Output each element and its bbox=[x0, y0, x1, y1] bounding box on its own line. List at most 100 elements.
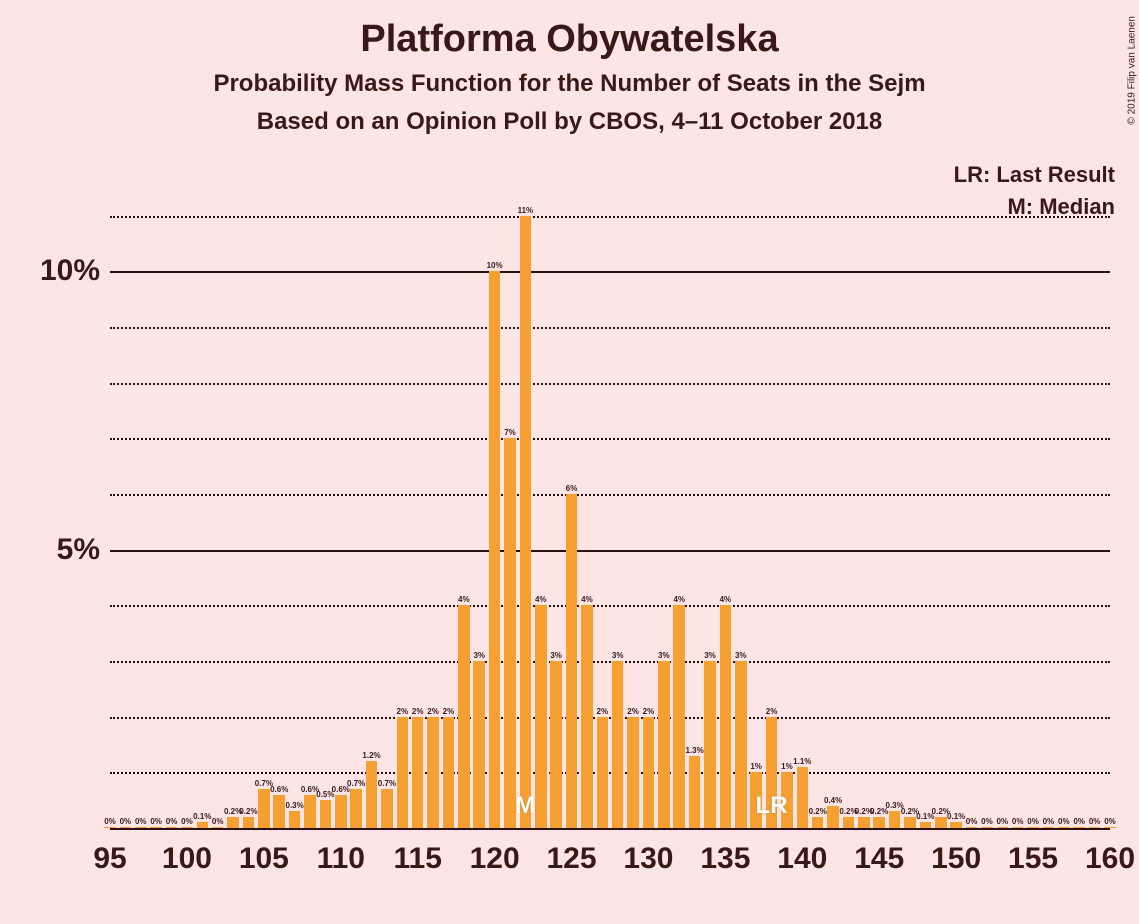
y-tick-label: 10% bbox=[40, 254, 100, 288]
gridline-major bbox=[110, 550, 1110, 552]
bar-value-label: 0.7% bbox=[347, 779, 365, 788]
bar-value-label: 0.2% bbox=[809, 807, 827, 816]
bar: 0% bbox=[997, 827, 1009, 828]
bar: 0% bbox=[135, 827, 147, 828]
bar: 0.2% bbox=[858, 817, 870, 828]
x-tick-label: 130 bbox=[623, 842, 673, 876]
bar-value-label: 0% bbox=[1073, 817, 1085, 826]
bar: 0.2% bbox=[843, 817, 855, 828]
bar-value-label: 0.1% bbox=[193, 812, 211, 821]
x-axis-baseline bbox=[110, 828, 1110, 830]
bar: 4% bbox=[673, 605, 685, 828]
bar-value-label: 4% bbox=[581, 595, 593, 604]
bar-value-label: 0% bbox=[1043, 817, 1055, 826]
gridline-minor bbox=[110, 717, 1110, 719]
bar: 6% bbox=[566, 494, 578, 828]
bar: 0% bbox=[1012, 827, 1024, 828]
bar-value-label: 0.2% bbox=[239, 807, 257, 816]
plot-area: 5%10%0%0%0%0%0%0%0.1%0%0.2%0.2%0.7%0.6%0… bbox=[110, 160, 1110, 828]
bar-value-label: 10% bbox=[487, 261, 503, 270]
bar: 2% bbox=[643, 717, 655, 828]
bar-value-label: 0.3% bbox=[285, 801, 303, 810]
bar-value-label: 3% bbox=[658, 651, 670, 660]
credit-text: © 2019 Filip van Laenen bbox=[1127, 16, 1138, 125]
bar-value-label: 0% bbox=[135, 817, 147, 826]
bar: 0.7% bbox=[258, 789, 270, 828]
chart-title: Platforma Obywatelska bbox=[0, 18, 1139, 61]
bar: 0% bbox=[1027, 827, 1039, 828]
gridline-minor bbox=[110, 605, 1110, 607]
bar: 2% bbox=[443, 717, 455, 828]
chart-subtitle-2: Based on an Opinion Poll by CBOS, 4–11 O… bbox=[0, 108, 1139, 136]
bar-value-label: 0.6% bbox=[270, 785, 288, 794]
bar: 3% bbox=[612, 661, 624, 828]
bar-value-label: 4% bbox=[720, 595, 732, 604]
gridline-minor bbox=[110, 383, 1110, 385]
last-result-marker: LR bbox=[756, 792, 788, 820]
bar-value-label: 0% bbox=[181, 817, 193, 826]
x-tick-label: 155 bbox=[1008, 842, 1058, 876]
bar: 0.2% bbox=[812, 817, 824, 828]
bar: 3% bbox=[735, 661, 747, 828]
bar: 0.3% bbox=[889, 811, 901, 828]
bar-value-label: 0.4% bbox=[824, 796, 842, 805]
gridline-major bbox=[110, 271, 1110, 273]
bar-value-label: 2% bbox=[766, 707, 778, 716]
chart-container: Platforma Obywatelska Probability Mass F… bbox=[0, 0, 1139, 924]
bar-value-label: 3% bbox=[704, 651, 716, 660]
bar-value-label: 0% bbox=[1012, 817, 1024, 826]
bar: 7% bbox=[504, 438, 516, 828]
bar: 11% bbox=[520, 216, 532, 828]
bar: 0.6% bbox=[335, 795, 347, 828]
bar: 3% bbox=[658, 661, 670, 828]
x-tick-label: 125 bbox=[547, 842, 597, 876]
bar: 2% bbox=[427, 717, 439, 828]
median-marker: M bbox=[515, 792, 535, 820]
bar: 4% bbox=[458, 605, 470, 828]
bar: 1.2% bbox=[366, 761, 378, 828]
bar-value-label: 3% bbox=[473, 651, 485, 660]
bar: 10% bbox=[489, 271, 501, 828]
bar-value-label: 1% bbox=[750, 762, 762, 771]
bar-value-label: 0% bbox=[120, 817, 132, 826]
bar: 0% bbox=[212, 827, 224, 828]
bar-value-label: 4% bbox=[673, 595, 685, 604]
bar: 4% bbox=[535, 605, 547, 828]
bar-value-label: 1.2% bbox=[362, 751, 380, 760]
bar: 0.1% bbox=[920, 822, 932, 828]
bar: 0% bbox=[981, 827, 993, 828]
x-tick-label: 160 bbox=[1085, 842, 1135, 876]
bar: 0.7% bbox=[350, 789, 362, 828]
bar-value-label: 2% bbox=[397, 707, 409, 716]
bar: 0% bbox=[104, 827, 116, 828]
gridline-minor bbox=[110, 438, 1110, 440]
bar: 2% bbox=[627, 717, 639, 828]
bar: 0% bbox=[1043, 827, 1055, 828]
bar: 0.6% bbox=[304, 795, 316, 828]
x-tick-label: 95 bbox=[93, 842, 126, 876]
bar-value-label: 0% bbox=[966, 817, 978, 826]
gridline-minor bbox=[110, 772, 1110, 774]
bar: 0.2% bbox=[227, 817, 239, 828]
bar: 0% bbox=[120, 827, 132, 828]
bar: 3% bbox=[550, 661, 562, 828]
bar: 0% bbox=[181, 827, 193, 828]
x-tick-label: 115 bbox=[393, 842, 441, 876]
bar: 0.4% bbox=[827, 806, 839, 828]
bar-value-label: 4% bbox=[458, 595, 470, 604]
bar-value-label: 7% bbox=[504, 428, 516, 437]
bar-value-label: 0.7% bbox=[378, 779, 396, 788]
x-tick-label: 140 bbox=[777, 842, 827, 876]
bar-value-label: 1.3% bbox=[685, 746, 703, 755]
bar-value-label: 1% bbox=[781, 762, 793, 771]
gridline-minor bbox=[110, 661, 1110, 663]
bar: 0.5% bbox=[320, 800, 332, 828]
y-tick-label: 5% bbox=[57, 533, 100, 567]
bar-value-label: 0% bbox=[1058, 817, 1070, 826]
bar: 0.1% bbox=[950, 822, 962, 828]
bar-value-label: 0% bbox=[212, 817, 224, 826]
bar-value-label: 0% bbox=[150, 817, 162, 826]
bar: 0% bbox=[150, 827, 162, 828]
bar: 2% bbox=[597, 717, 609, 828]
bar: 0% bbox=[1104, 827, 1116, 828]
